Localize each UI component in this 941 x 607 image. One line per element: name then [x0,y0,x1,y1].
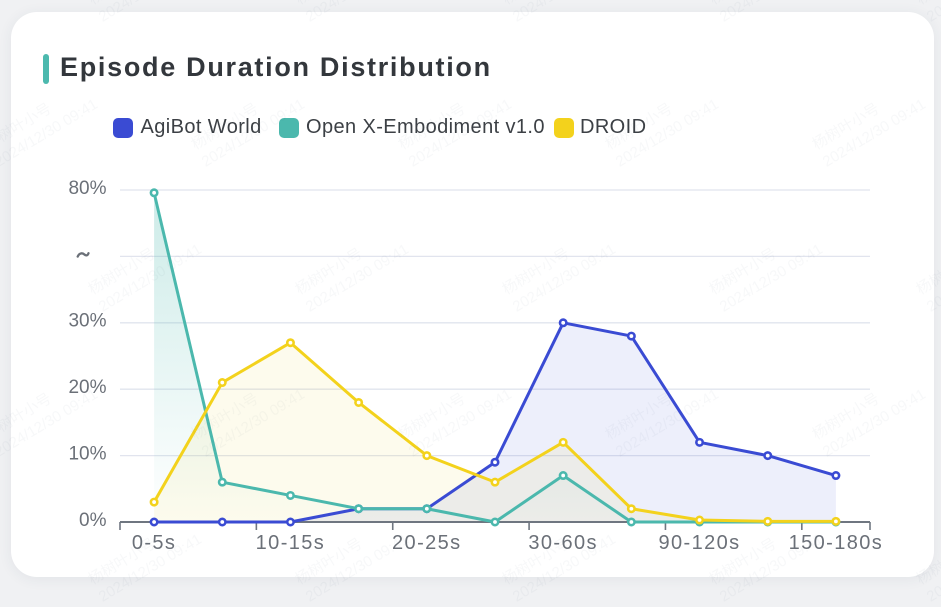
svg-text:90-120s: 90-120s [659,532,741,554]
svg-text:30-60s: 30-60s [528,532,598,554]
svg-text:30%: 30% [68,311,106,332]
svg-text:10%: 10% [68,444,106,465]
svg-text:150-180s: 150-180s [789,532,884,554]
svg-text:10-15s: 10-15s [256,532,326,554]
svg-text:20-25s: 20-25s [392,532,462,554]
svg-text:0-5s: 0-5s [132,532,177,554]
svg-text:80%: 80% [68,178,106,199]
svg-text:0%: 0% [79,510,107,531]
svg-text:20%: 20% [68,377,106,398]
